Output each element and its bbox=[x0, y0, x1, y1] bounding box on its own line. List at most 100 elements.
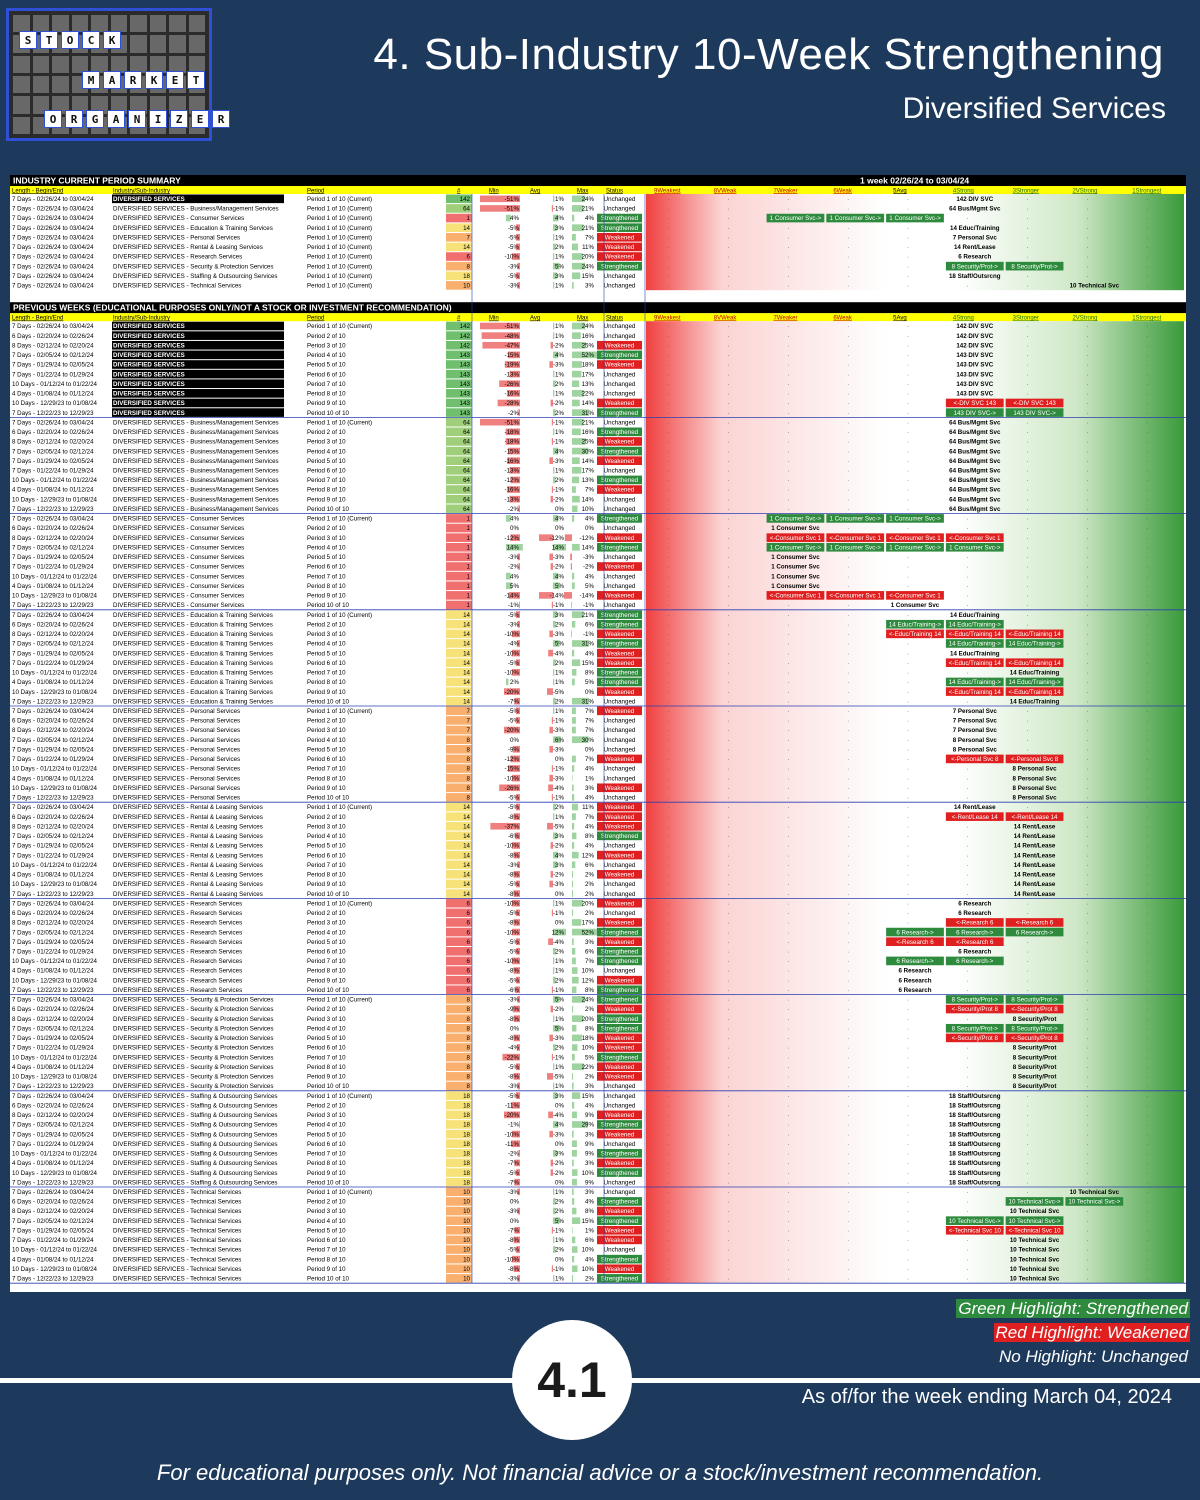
strength-label: 18 Staff/Outsrcng bbox=[949, 1160, 1001, 1167]
band-dot: . bbox=[907, 612, 909, 618]
max-bar bbox=[572, 1217, 581, 1224]
band-dot: . bbox=[1027, 852, 1029, 858]
column-header: 8VWeak bbox=[714, 188, 738, 194]
band-dot: . bbox=[1086, 814, 1088, 820]
band-dot: . bbox=[907, 1247, 909, 1253]
row-count: 142 bbox=[460, 333, 471, 340]
band-dot: . bbox=[728, 949, 730, 955]
row-length: 8 Days - 02/12/24 to 02/20/24 bbox=[12, 439, 94, 446]
avg-bar bbox=[553, 928, 566, 936]
row-name: DIVERSIFIED SERVICES - Rental & Leasing … bbox=[113, 872, 263, 879]
row-avg: 1% bbox=[555, 196, 564, 203]
status-highlight bbox=[597, 918, 642, 927]
row-count: 142 bbox=[460, 196, 471, 203]
row-period: Period 4 of 10 bbox=[307, 352, 346, 359]
min-bar bbox=[511, 1101, 520, 1109]
column-header: 8VWeak bbox=[714, 316, 738, 322]
band-dot: . bbox=[1086, 997, 1088, 1003]
band-dot: . bbox=[1027, 506, 1029, 512]
row-max: -14% bbox=[580, 593, 595, 600]
avg-bar bbox=[549, 630, 553, 638]
strength-label: 64 Bus/Mgmt Svc bbox=[949, 468, 1001, 475]
band-dot: . bbox=[967, 977, 969, 983]
band-dot: . bbox=[788, 679, 790, 685]
row-status: Strengthened bbox=[601, 949, 639, 956]
row-count: 14 bbox=[463, 641, 470, 648]
band-dot: . bbox=[788, 254, 790, 260]
row-max: 18% bbox=[582, 362, 595, 369]
row-count: 8 bbox=[467, 775, 471, 782]
avg-bar bbox=[553, 861, 557, 869]
band-dot: . bbox=[1086, 400, 1088, 406]
band-dot: . bbox=[1146, 872, 1148, 878]
strength-label: 18 Staff/Outsrcng bbox=[949, 1179, 1001, 1186]
avg-bar bbox=[550, 871, 553, 878]
count-cell bbox=[446, 995, 472, 1004]
band-dot: . bbox=[728, 1122, 730, 1128]
strength-label: <-DIV SVC 143 bbox=[1013, 400, 1056, 407]
logo-letter: R bbox=[65, 110, 83, 128]
row-status: Weakened bbox=[605, 244, 635, 251]
band-dot: . bbox=[907, 448, 909, 454]
band-dot: . bbox=[788, 968, 790, 974]
row-max: 10% bbox=[582, 1170, 595, 1177]
row-avg: 1% bbox=[555, 1189, 564, 1196]
strength-label: 14 Educ/Training-> bbox=[889, 621, 942, 628]
row-status: Weakened bbox=[605, 804, 635, 811]
band-dot: . bbox=[1086, 785, 1088, 791]
band-dot: . bbox=[847, 1256, 849, 1262]
row-max: 7% bbox=[585, 708, 594, 715]
band-dot: . bbox=[1027, 949, 1029, 955]
band-dot: . bbox=[728, 234, 730, 240]
band-dot: . bbox=[967, 516, 969, 522]
band-dot: . bbox=[907, 987, 909, 993]
band-dot: . bbox=[967, 775, 969, 781]
band-dot: . bbox=[1146, 708, 1148, 714]
strength-table-svg: INDUSTRY CURRENT PERIOD SUMMARY 1 week 02… bbox=[10, 175, 1186, 1284]
band-dot: . bbox=[907, 1093, 909, 1099]
status-highlight bbox=[597, 1225, 642, 1235]
strength-label: 14 Educ/Training-> bbox=[1008, 679, 1061, 686]
min-bar bbox=[519, 601, 520, 609]
band-dot: . bbox=[728, 564, 730, 570]
band-dot: . bbox=[1086, 631, 1088, 637]
row-max: 9% bbox=[585, 1179, 594, 1186]
band-dot: . bbox=[788, 323, 790, 329]
band-dot: . bbox=[1086, 775, 1088, 781]
row-max: 10% bbox=[582, 1045, 595, 1052]
row-count: 10 bbox=[463, 1189, 470, 1196]
band-dot: . bbox=[1086, 381, 1088, 387]
row-min: -10% bbox=[505, 900, 520, 907]
name-highlight bbox=[112, 331, 284, 340]
row-min: -5% bbox=[508, 910, 520, 917]
row-avg: 2% bbox=[555, 1208, 564, 1215]
max-bar bbox=[572, 976, 579, 984]
row-min: -10% bbox=[505, 929, 520, 936]
row-status: Unchanged bbox=[604, 573, 636, 580]
row-avg: -1% bbox=[553, 766, 565, 773]
count-cell bbox=[446, 514, 472, 523]
status-highlight bbox=[597, 1235, 642, 1245]
status-highlight bbox=[597, 562, 642, 571]
row-length: 4 Days - 01/08/24 to 01/12/24 bbox=[12, 487, 94, 494]
row-max: 15% bbox=[582, 1218, 595, 1225]
legend-strengthened: Green Highlight: Strengthened bbox=[956, 1299, 1190, 1318]
strength-box bbox=[1005, 629, 1064, 639]
avg-bar bbox=[549, 774, 553, 782]
row-status: Unchanged bbox=[604, 283, 636, 290]
row-name: DIVERSIFIED SERVICES - Education & Train… bbox=[113, 225, 273, 232]
band-dot: . bbox=[847, 1179, 849, 1185]
row-status: Weakened bbox=[605, 1074, 635, 1081]
band-dot: . bbox=[668, 872, 670, 878]
row-length: 10 Days - 01/12/24 to 01/22/24 bbox=[12, 1054, 98, 1061]
strength-label: 14 Educ/Training bbox=[950, 650, 1000, 657]
row-count: 10 bbox=[463, 283, 470, 290]
row-max: 15% bbox=[582, 1093, 595, 1100]
band-dot: . bbox=[728, 814, 730, 820]
row-count: 14 bbox=[463, 244, 470, 251]
row-length: 10 Days - 12/29/23 to 01/08/24 bbox=[12, 496, 98, 503]
max-bar bbox=[572, 476, 580, 484]
band-dot: . bbox=[907, 1218, 909, 1224]
row-status: Unchanged bbox=[604, 206, 636, 213]
band-dot: . bbox=[967, 477, 969, 483]
